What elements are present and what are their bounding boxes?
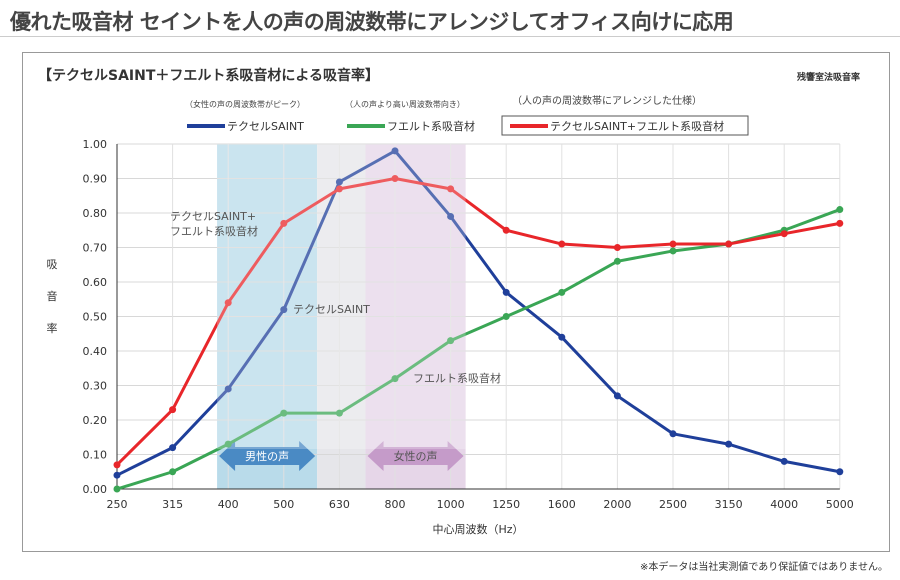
legend-label: テクセルSAINT+フエルト系吸音材 <box>550 119 724 133</box>
inline-label-saint: テクセルSAINT <box>293 303 370 316</box>
footnote: ※本データは当社実測値であり保証値ではありません。 <box>640 562 888 573</box>
legend-label: フエルト系吸音材 <box>387 119 475 133</box>
series-line-2 <box>115 177 841 466</box>
chart-title: 【テクセルSAINT＋フエルト系吸音材による吸音率】 <box>38 67 379 84</box>
inline-label-felt: フエルト系吸音材 <box>413 371 501 385</box>
data-point <box>836 468 844 476</box>
data-point <box>836 206 844 214</box>
y-tick-label: 0.40 <box>83 345 108 358</box>
x-tick-label: 3150 <box>715 498 743 511</box>
data-point <box>224 440 232 448</box>
band-overlay <box>217 144 318 449</box>
data-point <box>780 457 788 465</box>
data-point <box>502 288 510 296</box>
x-tick-label: 315 <box>162 498 183 511</box>
method-label: 残響室法吸音率 <box>797 71 860 83</box>
x-tick-label: 400 <box>218 498 239 511</box>
divider <box>0 36 900 37</box>
x-tick-label: 630 <box>329 498 350 511</box>
band-label: 男性の声 <box>245 449 289 463</box>
data-point <box>335 185 343 193</box>
legend-label: テクセルSAINT <box>227 120 304 133</box>
x-tick-label: 1000 <box>437 498 465 511</box>
y-axis-label: 吸 <box>47 258 58 271</box>
data-point <box>113 461 121 469</box>
data-point <box>335 409 343 417</box>
page-title: 優れた吸音材 セイントを人の声の周波数帯にアレンジしてオフィス向けに応用 <box>10 10 734 34</box>
data-point <box>335 178 343 186</box>
y-tick-label: 0.60 <box>83 276 108 289</box>
data-point <box>669 240 677 248</box>
y-tick-label: 0.70 <box>83 242 108 255</box>
legend-note: （人の声より高い周波数帯向き） <box>345 99 465 109</box>
data-point <box>558 288 566 296</box>
legend-highlight-box <box>501 115 749 136</box>
data-point <box>224 299 232 307</box>
data-point <box>447 185 455 193</box>
series-line-0 <box>116 149 841 477</box>
x-tick-label: 800 <box>385 498 406 511</box>
x-tick-label: 5000 <box>826 498 854 511</box>
data-point <box>502 313 510 320</box>
x-tick-label: 4000 <box>770 498 798 511</box>
data-point <box>447 337 455 345</box>
band-label: 女性の声 <box>394 449 438 463</box>
y-tick-label: 0.20 <box>83 414 108 427</box>
data-point <box>280 306 288 314</box>
inline-label-combo-line: テクセルSAINT+ <box>170 210 256 223</box>
data-point <box>725 440 733 448</box>
data-point <box>169 468 177 476</box>
data-point <box>280 219 288 227</box>
band-overlay <box>317 144 366 449</box>
inline-label-combo: テクセルSAINT+フエルト系吸音材 <box>170 210 258 238</box>
data-point <box>113 471 121 479</box>
y-tick-label: 0.00 <box>83 483 108 496</box>
y-tick-label: 1.00 <box>83 138 108 151</box>
y-axis-label: 音 <box>47 289 58 303</box>
data-point <box>558 240 566 248</box>
y-tick-label: 0.90 <box>83 173 108 186</box>
y-tick-label: 0.50 <box>83 311 108 324</box>
data-point <box>725 240 733 248</box>
x-tick-label: 500 <box>273 498 294 511</box>
double-arrow-icon <box>367 441 464 471</box>
data-point <box>780 230 788 238</box>
data-point <box>613 244 621 251</box>
data-point <box>502 226 510 234</box>
data-point <box>391 375 399 383</box>
data-point <box>169 444 177 452</box>
x-tick-label: 2000 <box>603 498 631 511</box>
data-point <box>113 485 121 493</box>
x-tick-label: 2500 <box>659 498 687 511</box>
data-point <box>613 257 621 265</box>
data-point <box>558 333 566 341</box>
data-point <box>669 247 677 255</box>
data-point <box>613 392 621 400</box>
data-point <box>669 430 677 438</box>
x-tick-label: 1250 <box>492 498 520 511</box>
y-tick-label: 0.80 <box>83 207 108 220</box>
data-point <box>391 175 399 182</box>
data-point <box>836 219 844 227</box>
y-axis-label: 率 <box>47 321 58 335</box>
data-point <box>447 212 455 220</box>
data-point <box>169 406 177 414</box>
x-tick-label: 1600 <box>548 498 576 511</box>
legend-note: （女性の声の周波数帯がピーク） <box>185 99 305 109</box>
data-point <box>391 147 399 155</box>
chart-frame <box>22 52 890 552</box>
x-axis-label: 中心周波数（Hz） <box>432 523 523 536</box>
y-tick-label: 0.30 <box>83 380 108 393</box>
band-overlay <box>365 144 466 449</box>
inline-label-combo-line: フエルト系吸音材 <box>170 224 258 238</box>
double-arrow-icon <box>219 441 316 471</box>
x-tick-label: 250 <box>107 498 128 511</box>
data-point <box>224 385 232 393</box>
y-tick-label: 0.10 <box>83 449 108 462</box>
legend-note: （人の声の周波数帯にアレンジした仕様） <box>512 94 702 107</box>
data-point <box>280 409 288 417</box>
